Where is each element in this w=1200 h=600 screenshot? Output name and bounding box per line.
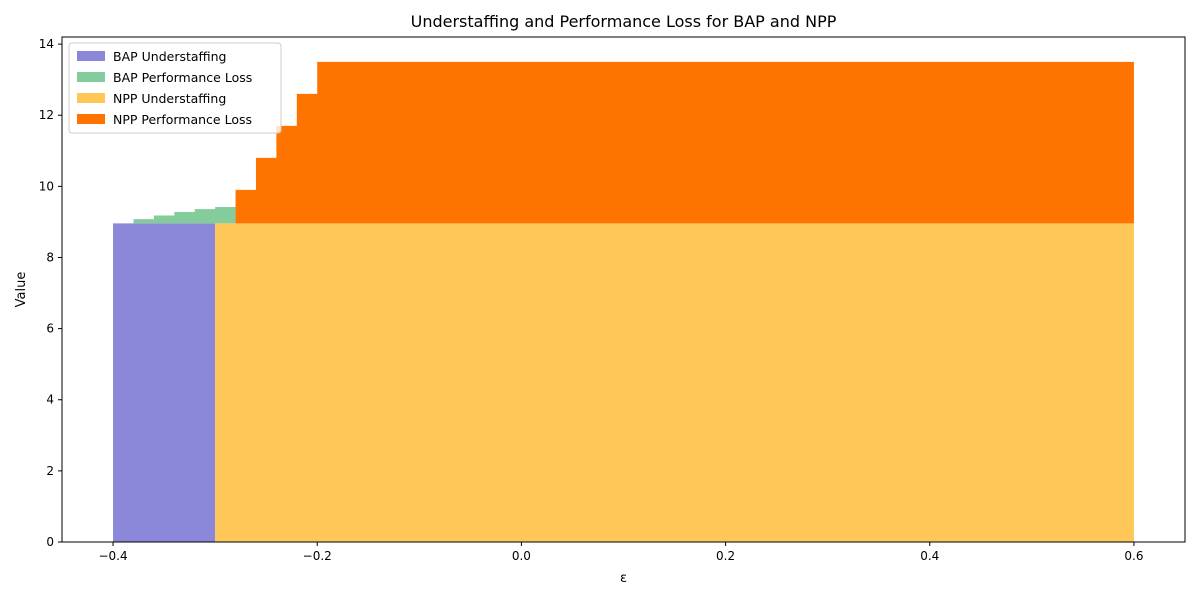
y-tick-label: 12 <box>39 108 54 122</box>
x-axis-label: ε <box>620 571 627 586</box>
y-axis-label: Value <box>14 272 29 308</box>
y-tick-label: 14 <box>39 37 54 51</box>
legend: BAP Understaffing BAP Performance Loss NPP… <box>68 42 282 134</box>
legend-swatch <box>77 72 105 82</box>
legend-label: NPP Understaffing <box>113 91 226 106</box>
series-layer <box>113 61 1134 542</box>
y-tick-label: 10 <box>39 179 54 193</box>
x-tick-label: −0.2 <box>303 549 332 563</box>
x-tick-label: 0.2 <box>716 549 735 563</box>
legend-swatch <box>77 93 105 103</box>
legend-box <box>68 42 282 134</box>
x-axis-ticks: −0.4 −0.2 0.0 0.2 0.4 0.6 <box>98 542 1144 563</box>
series-area-npp-performance-loss <box>235 61 1134 224</box>
x-tick-label: 0.6 <box>1124 549 1143 563</box>
legend-swatch <box>77 114 105 124</box>
y-tick-label: 6 <box>46 322 54 336</box>
series-area-bap-performance-loss <box>113 206 236 224</box>
legend-label: BAP Understaffing <box>113 49 227 64</box>
legend-label: NPP Performance Loss <box>113 112 252 127</box>
x-tick-label: 0.0 <box>512 549 531 563</box>
y-tick-label: 8 <box>46 250 54 264</box>
y-tick-label: 4 <box>46 393 54 407</box>
series-area-npp-understaffing <box>215 223 1134 542</box>
plot-frame <box>61 36 1186 543</box>
legend-swatch <box>77 51 105 61</box>
legend-label: BAP Performance Loss <box>113 70 252 85</box>
y-tick-label: 0 <box>46 535 54 549</box>
chart-title: Understaffing and Performance Loss for B… <box>411 12 837 31</box>
x-tick-label: −0.4 <box>98 549 127 563</box>
series-area-bap-understaffing <box>113 223 216 542</box>
y-axis-ticks: 0 2 4 6 8 10 12 14 <box>39 37 62 549</box>
x-tick-label: 0.4 <box>920 549 939 563</box>
y-tick-label: 2 <box>46 464 54 478</box>
